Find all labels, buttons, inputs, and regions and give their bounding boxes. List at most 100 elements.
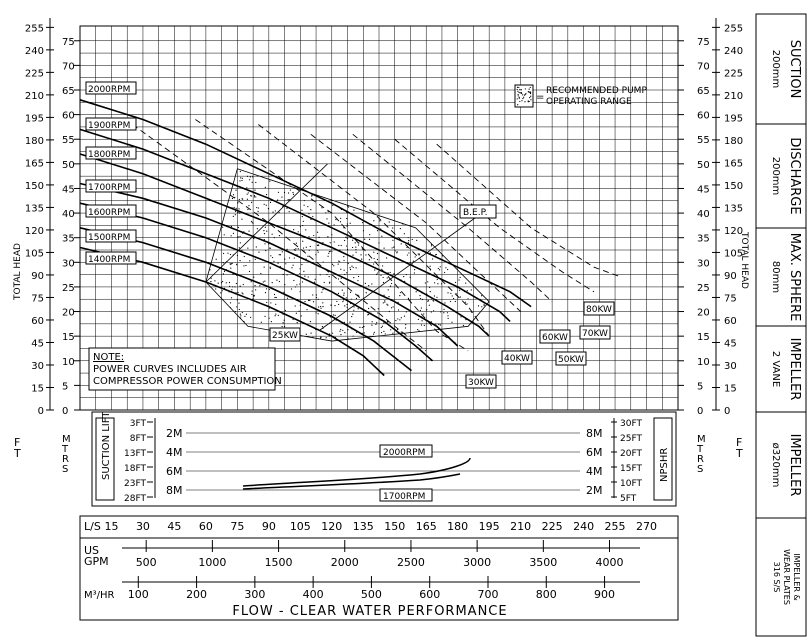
spec-value: 80mm [770, 261, 781, 293]
total-head-right: TOTAL HEAD [739, 231, 749, 289]
rpm-label: 1600RPM [88, 208, 130, 218]
gpm-tick: 3000 [463, 556, 491, 569]
svg-text:R: R [697, 454, 704, 465]
x-tick: 45 [167, 520, 181, 533]
spec-value-2: 316 S/S [772, 562, 781, 593]
x-tick: 165 [416, 520, 437, 533]
y-tick-m-right: 75 [697, 37, 710, 48]
y-tick-ft: 150 [25, 181, 44, 192]
spec-title: SUCTION [787, 40, 802, 99]
rpm-curve [79, 153, 490, 337]
npsh-curve-2000 [242, 457, 471, 487]
y-tick-m-right: 5 [697, 381, 703, 392]
m3hr-tick: 100 [128, 588, 149, 601]
npsh-right-m: 4M [586, 465, 603, 478]
rpm-label: 1500RPM [88, 233, 130, 243]
y-tick-m-right: 65 [697, 86, 710, 97]
svg-text:F: F [736, 436, 742, 449]
npsh-left-m: 8M [166, 484, 183, 497]
y-tick-m: 70 [62, 61, 75, 72]
y-tick-m: 40 [62, 209, 75, 220]
y-tick-ft-right: 105 [724, 248, 743, 259]
rpm-label: 2000RPM [88, 85, 130, 95]
y-tick-m-right: 25 [697, 283, 710, 294]
y-tick-m-right: 55 [697, 135, 710, 146]
m3hr-tick: 900 [594, 588, 615, 601]
bottom-scales: L/S US GPM M³/HR FLOW - CLEAR WATER PERF… [79, 515, 679, 621]
y-tick-m-right: 10 [697, 357, 710, 368]
m3hr-tick: 300 [244, 588, 265, 601]
y-tick-ft: 90 [31, 271, 44, 282]
y-tick-m-right: 45 [697, 184, 710, 195]
npsh-right-m: 2M [586, 484, 603, 497]
npsh-left-ft: 23FT [124, 479, 146, 489]
y-tick-ft: 225 [25, 68, 44, 79]
x-tick: 150 [384, 520, 405, 533]
y-tick-ft-right: 225 [724, 68, 743, 79]
m3hr-label: M³/HR [84, 590, 115, 601]
y-tick-ft: 135 [25, 203, 44, 214]
y-tick-m: 10 [62, 357, 75, 368]
spec-title: MAX. SPHERE [787, 233, 802, 322]
npsh-left-ft: 8FT [130, 434, 147, 444]
svg-text:M: M [62, 434, 71, 445]
y-tick-ft-right: 195 [724, 113, 743, 124]
y-tick-m: 50 [62, 160, 75, 171]
npsh-right-m: 8M [586, 427, 603, 440]
y-tick-ft-right: 90 [724, 271, 737, 282]
x-tick: 255 [605, 520, 626, 533]
y-tick-m-right: 70 [697, 61, 710, 72]
y-tick-ft: 15 [31, 383, 44, 394]
npsh-right-ft: 5FT [620, 494, 637, 504]
y-tick-m: 55 [62, 135, 75, 146]
svg-text:R: R [62, 454, 69, 465]
x-tick: 75 [230, 520, 244, 533]
npshr-panel: SUCTION LIFT NPSHR 3FT 8FT 13FT 18FT 23FT 28F… [91, 411, 677, 507]
chart-title: FLOW - CLEAR WATER PERFORMANCE [232, 604, 507, 619]
y-tick-ft: 45 [31, 338, 44, 349]
spec-value: WEAR PLATES [782, 549, 791, 605]
spec-value: 200mm [770, 157, 781, 196]
y-tick-ft-right: 0 [724, 406, 730, 417]
svg-text:T: T [61, 444, 69, 455]
legend: = RECOMMENDED PUMP OPERATING RANGE [514, 84, 647, 108]
x-tick: 180 [447, 520, 468, 533]
x-tick: 270 [636, 520, 657, 533]
power-label: 80KW [586, 305, 612, 315]
svg-text:T: T [735, 447, 743, 460]
y-tick-ft-right: 60 [724, 316, 737, 327]
power-label: 25KW [272, 331, 298, 341]
rpm-curve [79, 182, 459, 347]
svg-text:T: T [696, 444, 704, 455]
y-tick-ft: 120 [25, 226, 44, 237]
svg-text:B.E.P.: B.E.P. [463, 208, 487, 218]
x-tick: 120 [321, 520, 342, 533]
y-tick-m: 15 [62, 332, 75, 343]
y-tick-ft: 210 [25, 91, 44, 102]
m3hr-tick: 700 [477, 588, 498, 601]
m3hr-tick: 800 [536, 588, 557, 601]
x-tick: 105 [290, 520, 311, 533]
gpm-tick: 1500 [265, 556, 293, 569]
y-tick-m: 45 [62, 184, 75, 195]
y-tick-m-right: 15 [697, 332, 710, 343]
svg-text:=: = [536, 92, 544, 103]
y-tick-ft-right: 255 [724, 23, 743, 34]
y-tick-ft-right: 120 [724, 226, 743, 237]
y-tick-ft: 165 [25, 158, 44, 169]
legend-text-2: OPERATING RANGE [546, 97, 632, 107]
npsh-left-m: 4M [166, 446, 183, 459]
y-tick-ft: 75 [31, 293, 44, 304]
y-tick-m: 65 [62, 86, 75, 97]
y-tick-ft-right: 150 [724, 181, 743, 192]
y-tick-ft-right: 45 [724, 338, 737, 349]
spec-title: DISCHARGE [787, 137, 802, 214]
x-tick: 135 [353, 520, 374, 533]
m3hr-tick: 400 [303, 588, 324, 601]
npsh-right-ft: 15FT [620, 464, 642, 474]
npsh-left-ft: 28FT [124, 494, 146, 504]
x-tick: 195 [479, 520, 500, 533]
power-curves: 25KW 30KW 40KW 50KW 60KW 70KW 80KW [132, 119, 622, 389]
npsh-label-2000: 2000RPM [383, 448, 425, 458]
